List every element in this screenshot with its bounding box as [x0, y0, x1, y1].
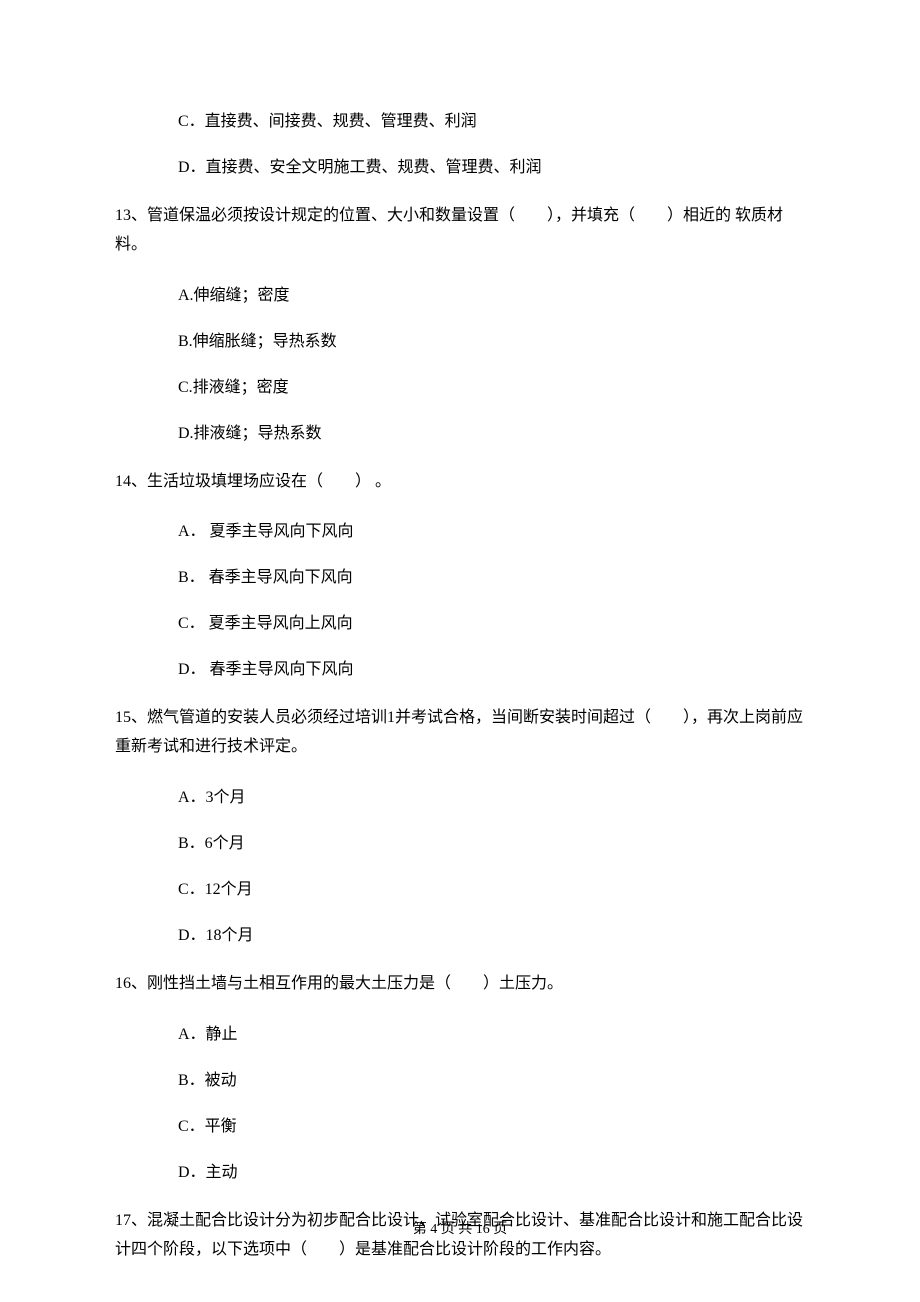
option-b: B．被动 [115, 1069, 805, 1093]
option-d: D．主动 [115, 1161, 805, 1185]
option-d: D．18个月 [115, 924, 805, 948]
question-15: 15、燃气管道的安装人员必须经过培训1并考试合格，当间断安装时间超过（ ），再次… [115, 704, 805, 948]
option-c: C． 夏季主导风向上风向 [115, 612, 805, 636]
question-16: 16、刚性挡土墙与土相互作用的最大土压力是（ ）土压力。 A．静止 B．被动 C… [115, 970, 805, 1185]
option-d: D.排液缝；导热系数 [115, 422, 805, 446]
option-a: A．3个月 [115, 786, 805, 810]
option-d: D． 春季主导风向下风向 [115, 658, 805, 682]
option-b: B.伸缩胀缝；导热系数 [115, 330, 805, 354]
option-c: C．平衡 [115, 1115, 805, 1139]
option-c: C．12个月 [115, 878, 805, 902]
option-c: C．直接费、间接费、规费、管理费、利润 [115, 110, 805, 134]
page-footer: 第 4 页 共 16 页 [0, 1219, 920, 1240]
question-stem: 13、管道保温必须按设计规定的位置、大小和数量设置（ ），并填充（ ）相近的 软… [115, 202, 805, 260]
question-stem: 14、生活垃圾填埋场应设在（ ） 。 [115, 468, 805, 497]
option-a: A． 夏季主导风向下风向 [115, 520, 805, 544]
question-14: 14、生活垃圾填埋场应设在（ ） 。 A． 夏季主导风向下风向 B． 春季主导风… [115, 468, 805, 683]
option-b: B．6个月 [115, 832, 805, 856]
question-stem: 16、刚性挡土墙与土相互作用的最大土压力是（ ）土压力。 [115, 970, 805, 999]
question-stem: 15、燃气管道的安装人员必须经过培训1并考试合格，当间断安装时间超过（ ），再次… [115, 704, 805, 762]
option-a: A．静止 [115, 1023, 805, 1047]
option-a: A.伸缩缝；密度 [115, 284, 805, 308]
option-d: D．直接费、安全文明施工费、规费、管理费、利润 [115, 156, 805, 180]
orphan-options-block: C．直接费、间接费、规费、管理费、利润 D．直接费、安全文明施工费、规费、管理费… [115, 110, 805, 180]
question-13: 13、管道保温必须按设计规定的位置、大小和数量设置（ ），并填充（ ）相近的 软… [115, 202, 805, 446]
option-b: B． 春季主导风向下风向 [115, 566, 805, 590]
option-c: C.排液缝；密度 [115, 376, 805, 400]
